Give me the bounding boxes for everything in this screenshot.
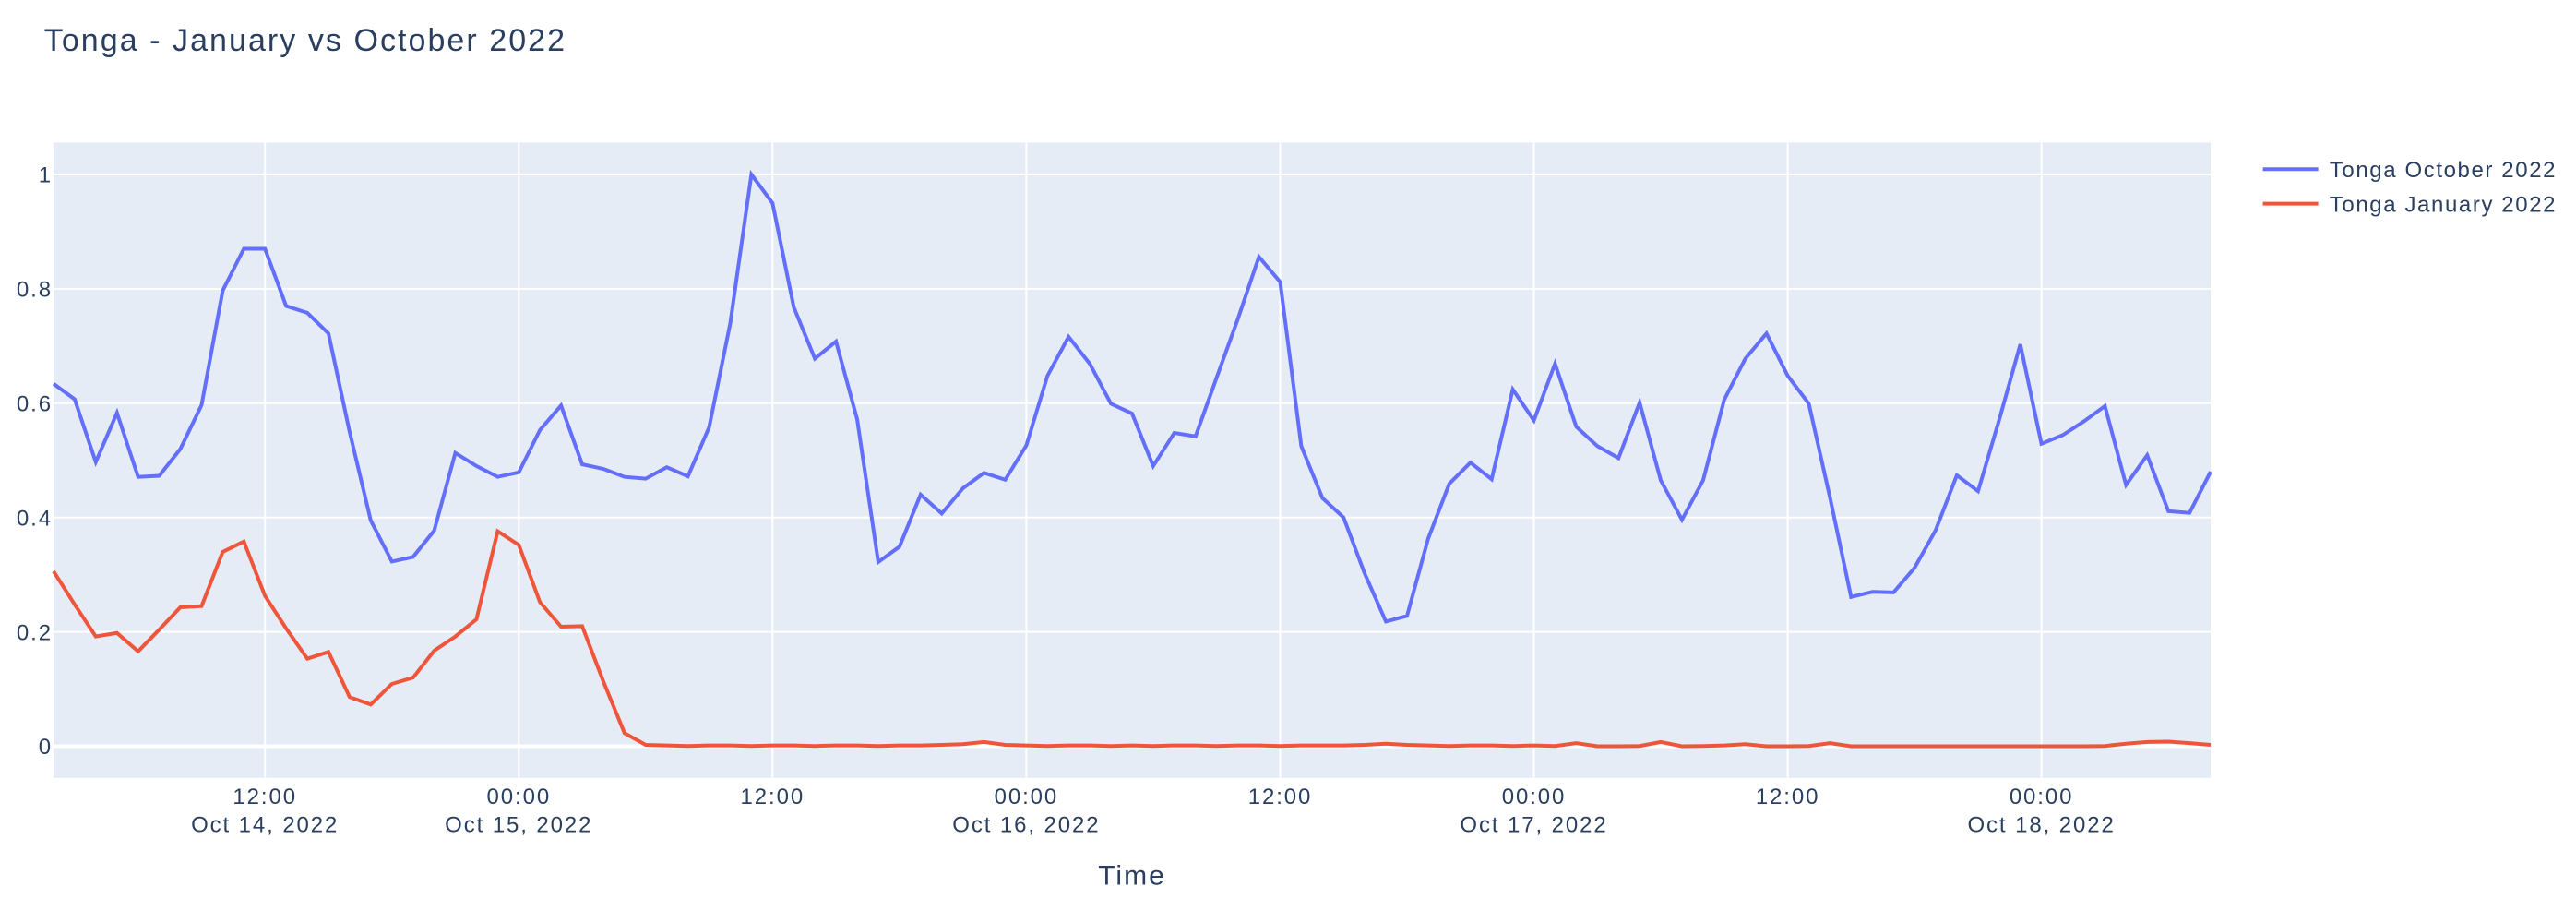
svg-text:00:00: 00:00 [487, 785, 552, 809]
svg-text:Oct 18, 2022: Oct 18, 2022 [1967, 813, 2115, 838]
svg-text:Oct 16, 2022: Oct 16, 2022 [952, 813, 1100, 838]
svg-text:00:00: 00:00 [1502, 785, 1567, 809]
svg-text:Tonga - January vs October 202: Tonga - January vs October 2022 [44, 23, 566, 58]
svg-text:1: 1 [39, 163, 53, 188]
svg-text:00:00: 00:00 [995, 785, 1059, 809]
svg-text:Oct 15, 2022: Oct 15, 2022 [445, 813, 592, 838]
svg-text:Tonga October 2022: Tonga October 2022 [2330, 158, 2557, 183]
svg-text:12:00: 12:00 [1756, 785, 1820, 809]
svg-text:12:00: 12:00 [741, 785, 805, 809]
svg-text:Time: Time [1098, 860, 1166, 891]
svg-text:12:00: 12:00 [233, 785, 297, 809]
svg-text:00:00: 00:00 [2010, 785, 2074, 809]
svg-text:0.4: 0.4 [17, 506, 53, 531]
svg-text:Oct 17, 2022: Oct 17, 2022 [1460, 813, 1607, 838]
svg-text:12:00: 12:00 [1248, 785, 1313, 809]
svg-text:0.2: 0.2 [17, 620, 53, 645]
svg-text:0.6: 0.6 [17, 392, 53, 417]
svg-text:Oct 14, 2022: Oct 14, 2022 [191, 813, 339, 838]
svg-text:Tonga January 2022: Tonga January 2022 [2330, 192, 2557, 217]
svg-text:0.8: 0.8 [17, 278, 53, 303]
svg-text:0: 0 [39, 735, 53, 760]
